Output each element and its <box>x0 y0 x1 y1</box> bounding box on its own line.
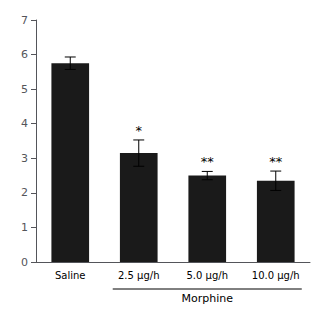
svg-text:4: 4 <box>21 117 28 130</box>
svg-text:10.0 μg/h: 10.0 μg/h <box>252 270 300 281</box>
svg-text:3: 3 <box>21 152 28 165</box>
svg-text:1: 1 <box>21 221 28 234</box>
svg-text:2: 2 <box>21 186 28 199</box>
svg-text:**: ** <box>269 154 283 169</box>
svg-text:*: * <box>136 123 143 138</box>
svg-text:Morphine: Morphine <box>182 292 234 305</box>
svg-text:0: 0 <box>21 256 28 269</box>
svg-text:Saline: Saline <box>55 270 86 281</box>
svg-text:5.0 μg/h: 5.0 μg/h <box>187 270 229 281</box>
svg-text:5: 5 <box>21 83 28 96</box>
svg-text:**: ** <box>201 154 215 169</box>
svg-text:6: 6 <box>21 48 28 61</box>
svg-text:2.5 μg/h: 2.5 μg/h <box>118 270 160 281</box>
svg-text:7: 7 <box>21 14 28 27</box>
